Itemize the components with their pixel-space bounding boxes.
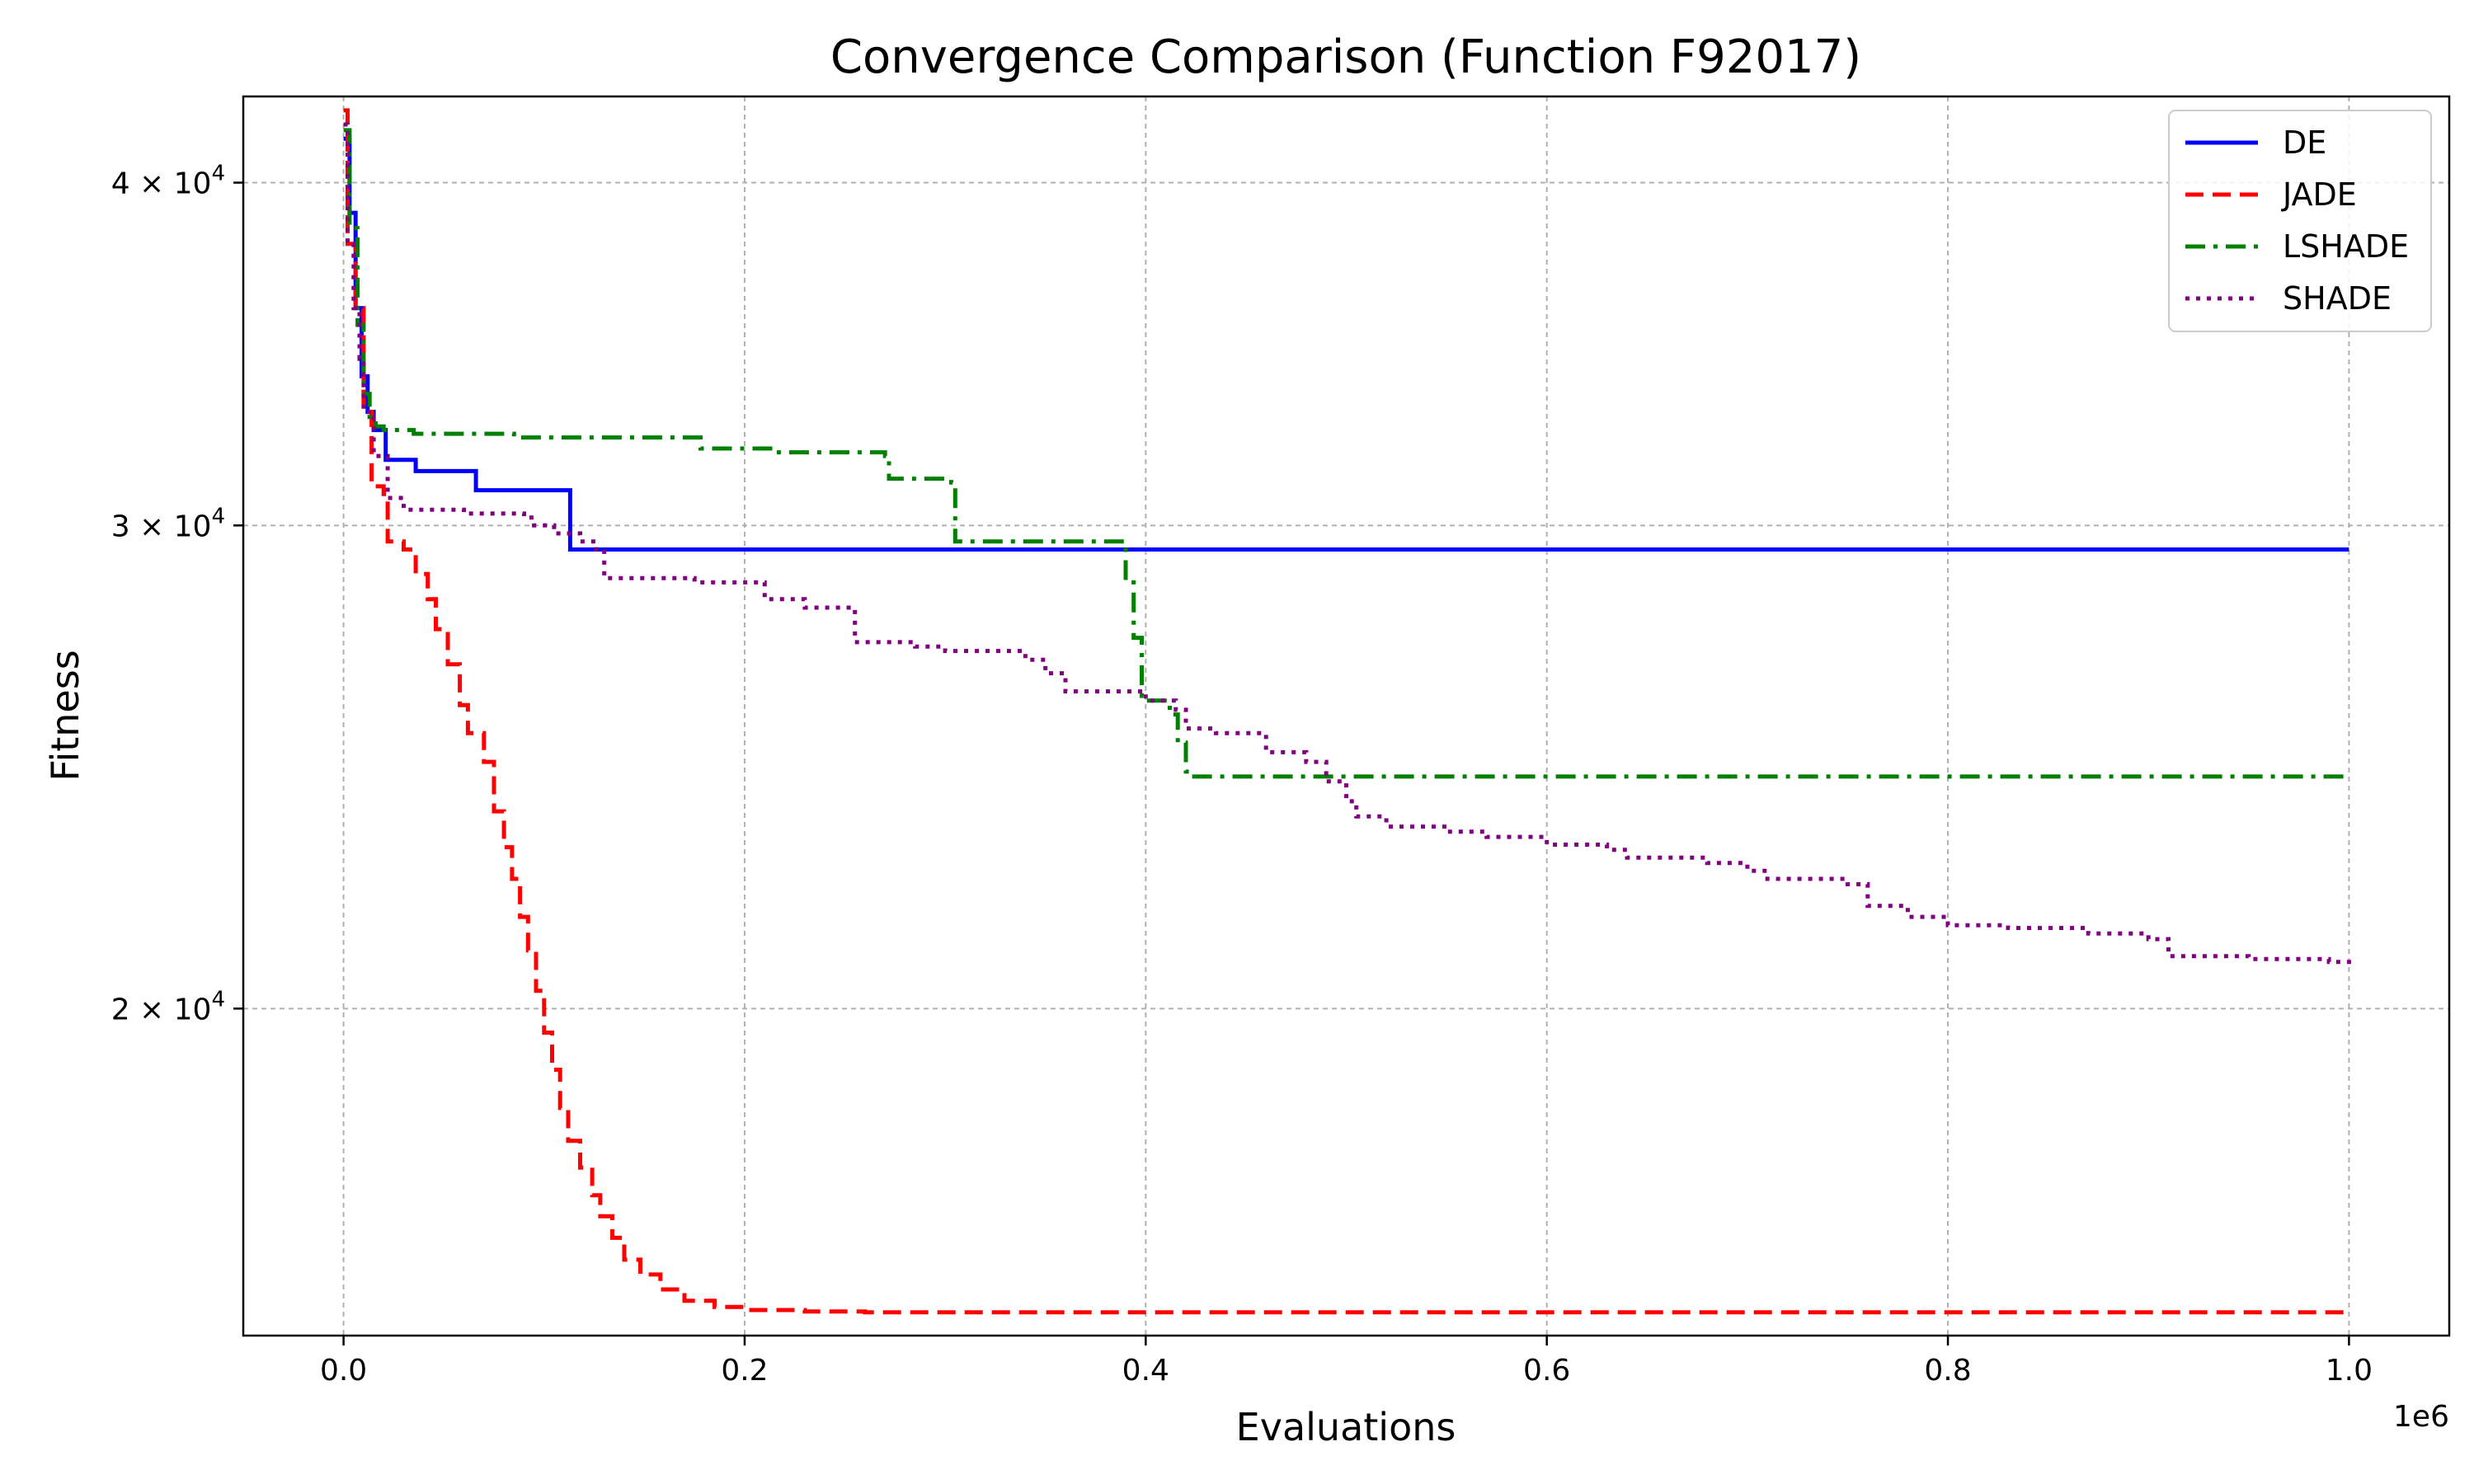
x-tick-label: 0.2 bbox=[721, 1354, 768, 1388]
y-axis-label: Fitness bbox=[43, 650, 87, 781]
chart-title: Convergence Comparison (Function F92017) bbox=[830, 31, 1861, 84]
x-tick-label: 0.0 bbox=[320, 1354, 367, 1388]
x-tick-label: 1.0 bbox=[2326, 1354, 2373, 1388]
legend-label-de: DE bbox=[2283, 124, 2326, 161]
x-axis-label: Evaluations bbox=[1236, 1405, 1456, 1449]
x-tick-label: 0.6 bbox=[1523, 1354, 1570, 1388]
y-tick-label: 4 × 104 bbox=[111, 162, 225, 201]
legend-label-jade: JADE bbox=[2281, 176, 2357, 213]
legend-label-lshade: LSHADE bbox=[2283, 228, 2409, 265]
series-line-shade bbox=[343, 122, 2351, 965]
tick-layer: 0.0 0.2 0.4 0.6 0.8 1.0 2 × 104 3 × 104 4 × 104 bbox=[111, 162, 2373, 1388]
x-tick-label: 0.4 bbox=[1122, 1354, 1169, 1388]
plot-frame bbox=[242, 95, 2451, 1337]
x-axis-offset-label: 1e6 bbox=[2393, 1400, 2449, 1434]
grid-layer bbox=[243, 96, 2449, 1336]
legend: DE JADE LSHADE SHADE bbox=[2168, 110, 2432, 332]
y-tick-label: 3 × 104 bbox=[111, 504, 225, 543]
x-tick-label: 0.8 bbox=[1924, 1354, 1971, 1388]
series-line-de bbox=[343, 136, 2349, 552]
legend-box bbox=[2168, 110, 2432, 332]
series-layer bbox=[343, 108, 2351, 1315]
series-line-jade bbox=[343, 108, 2349, 1315]
legend-label-shade: SHADE bbox=[2283, 280, 2392, 317]
series-line-lshade bbox=[343, 128, 2349, 779]
y-tick-label: 2 × 104 bbox=[111, 987, 225, 1026]
